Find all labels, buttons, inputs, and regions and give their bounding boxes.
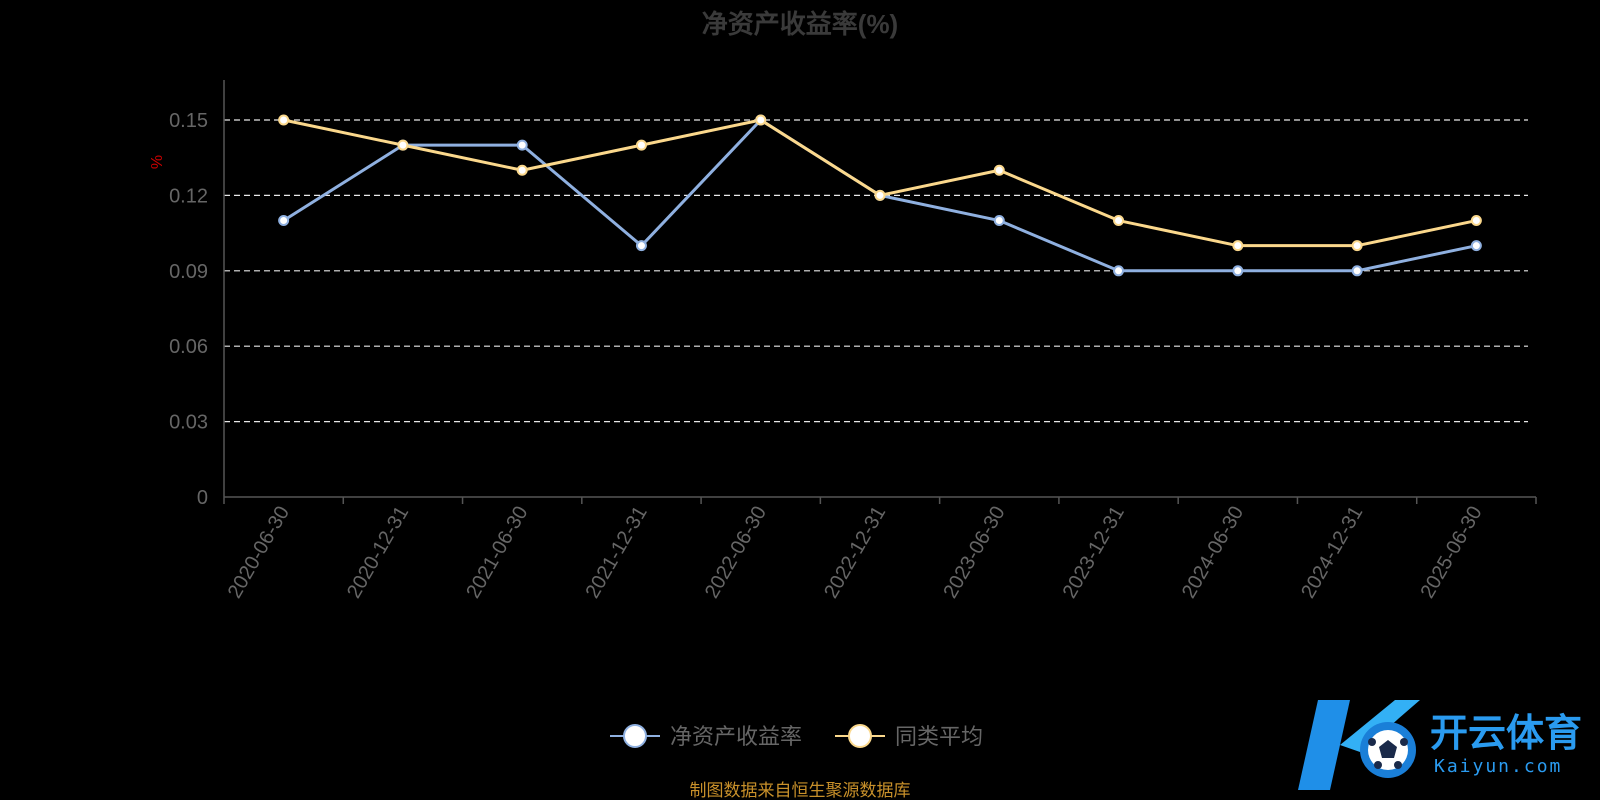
- data-point[interactable]: [1351, 265, 1363, 277]
- brand-name-cn: 开云体育: [1430, 713, 1582, 755]
- x-tick-label: 2024-12-31: [1297, 503, 1367, 603]
- data-point[interactable]: [516, 164, 528, 176]
- legend-roe-label: 净资产收益率: [670, 724, 802, 749]
- x-tick-label: 2020-12-31: [343, 503, 413, 603]
- x-tick-label: 2022-06-30: [701, 503, 771, 603]
- legend-peer-label: 同类平均: [895, 724, 983, 749]
- data-point[interactable]: [993, 215, 1005, 227]
- legend-item-roe[interactable]: 净资产收益率: [610, 724, 802, 749]
- y-tick-label: 0.15: [169, 110, 208, 132]
- brand-watermark: 开云体育 Kaiyun.com: [1298, 700, 1582, 790]
- data-point[interactable]: [755, 114, 767, 126]
- x-tick-label: 2023-06-30: [939, 503, 1009, 603]
- x-tick-label: 2020-06-30: [224, 503, 294, 603]
- data-point[interactable]: [1351, 240, 1363, 252]
- x-tick-label: 2021-12-31: [582, 503, 652, 603]
- data-point[interactable]: [397, 139, 409, 151]
- chart-title: 净资产收益率(%): [702, 9, 898, 39]
- x-tick-label: 2021-06-30: [462, 503, 532, 603]
- legend-item-peer-average[interactable]: 同类平均: [835, 724, 983, 749]
- y-tick-label: 0.03: [169, 412, 208, 434]
- data-point[interactable]: [993, 164, 1005, 176]
- y-tick-label: 0: [197, 487, 208, 509]
- data-point[interactable]: [1113, 215, 1125, 227]
- y-tick-label: 0.12: [169, 185, 208, 207]
- x-tick-label: 2024-06-30: [1178, 503, 1248, 603]
- data-point[interactable]: [1232, 240, 1244, 252]
- y-tick-label: 0.06: [169, 336, 208, 358]
- y-axis-unit: %: [149, 155, 166, 169]
- soccer-ball-k-logo-icon: [1298, 700, 1420, 790]
- data-point[interactable]: [516, 139, 528, 151]
- x-tick-label: 2023-12-31: [1059, 503, 1129, 603]
- y-tick-label: 0.09: [169, 261, 208, 283]
- data-point[interactable]: [1113, 265, 1125, 277]
- data-point[interactable]: [635, 240, 647, 252]
- data-point[interactable]: [874, 189, 886, 201]
- brand-name-en: Kaiyun.com: [1434, 756, 1562, 777]
- data-point[interactable]: [635, 139, 647, 151]
- series-layer: [278, 114, 1482, 277]
- data-point[interactable]: [278, 215, 290, 227]
- x-axis-ticks: 2020-06-30 2020-12-31 2021-06-30 2021-12-31…: [223, 497, 1537, 603]
- data-source-note: 制图数据来自恒生聚源数据库: [690, 781, 911, 800]
- legend[interactable]: 净资产收益率 同类平均: [610, 724, 983, 749]
- legend-peer-marker: [848, 724, 872, 748]
- series-line-1: [283, 118, 1477, 248]
- x-tick-label: 2022-12-31: [820, 503, 890, 603]
- data-point[interactable]: [1470, 240, 1482, 252]
- data-point[interactable]: [278, 114, 290, 126]
- x-tick-label: 2025-06-30: [1416, 503, 1486, 603]
- data-point[interactable]: [1232, 265, 1244, 277]
- y-axis-ticks: 0 0.03 0.06 0.09 0.12 0.15: [169, 110, 208, 509]
- data-point[interactable]: [1470, 215, 1482, 227]
- legend-roe-marker: [623, 724, 647, 748]
